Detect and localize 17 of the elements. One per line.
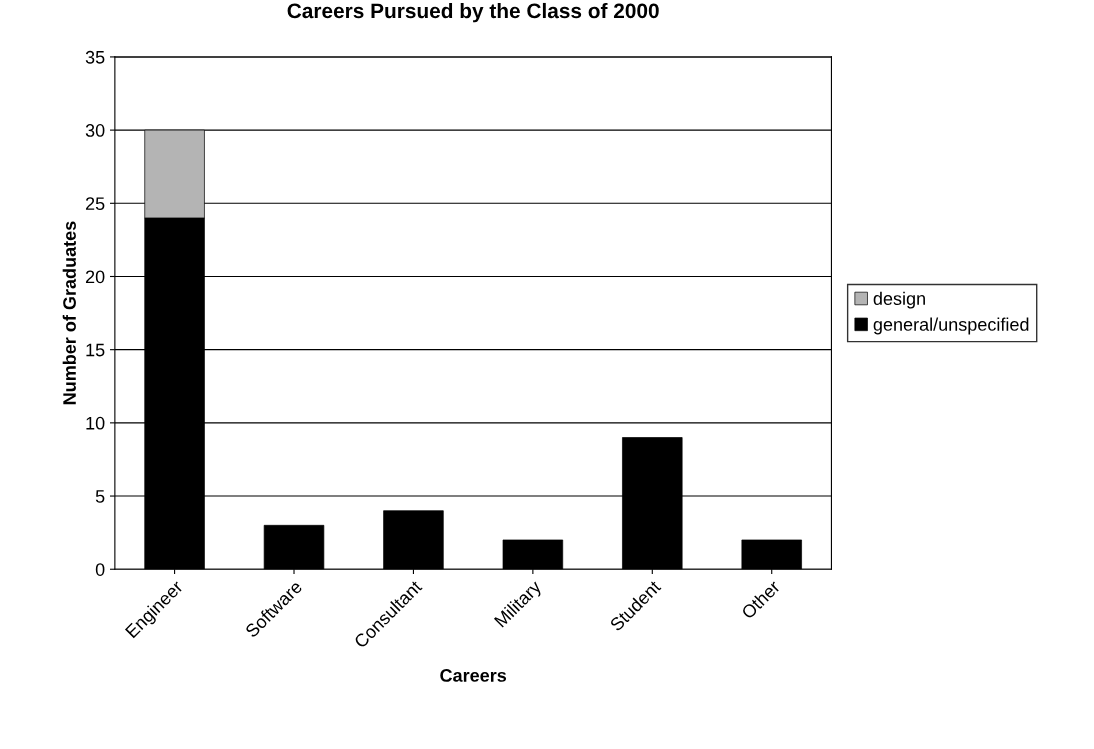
y-tick-label: 35 bbox=[85, 50, 105, 64]
bar bbox=[263, 524, 325, 570]
y-tick-label: 0 bbox=[95, 563, 105, 576]
y-tick-label: 15 bbox=[86, 343, 105, 357]
x-axis-title: Careers bbox=[440, 669, 507, 682]
bar bbox=[741, 539, 802, 570]
y-tick-label: 10 bbox=[86, 416, 105, 430]
y-tick-label: 30 bbox=[85, 124, 105, 137]
y-tick-label: 5 bbox=[95, 490, 105, 503]
bar bbox=[502, 539, 564, 570]
chart-title: Careers Pursued by the Class of 2000 bbox=[287, 2, 659, 23]
y-axis-title: Number of Graduates bbox=[62, 221, 76, 405]
y-tick-label: 20 bbox=[85, 270, 105, 284]
legend-label: design bbox=[873, 291, 925, 309]
bar bbox=[383, 510, 444, 570]
y-tick-label: 25 bbox=[85, 197, 105, 211]
legend-label: general/unspecified bbox=[873, 317, 1029, 335]
